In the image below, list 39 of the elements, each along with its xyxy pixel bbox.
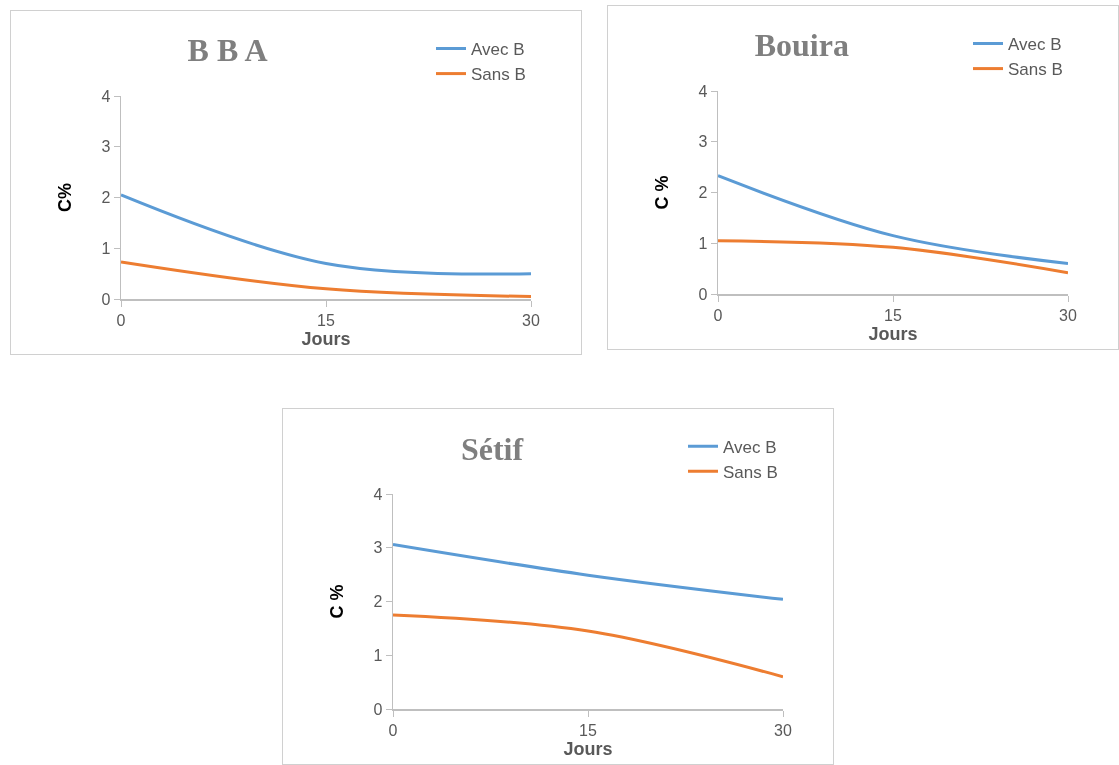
y-tick-label: 4 <box>698 82 708 100</box>
x-tick-label: 15 <box>317 311 335 329</box>
y-tick-label: 0 <box>698 285 708 303</box>
x-tick-label: 30 <box>522 311 540 329</box>
x-axis-title: Jours <box>301 328 351 349</box>
x-tick-label: 15 <box>579 721 597 739</box>
y-tick-label: 1 <box>101 239 111 257</box>
y-tick-label: 3 <box>373 539 383 557</box>
x-tick-label: 0 <box>116 311 126 329</box>
legend-label: Avec B <box>723 437 777 457</box>
y-tick-label: 4 <box>373 485 383 503</box>
y-axis-title: C % <box>651 175 672 210</box>
chart-title: Bouira <box>754 26 849 63</box>
y-tick-label: 3 <box>101 138 111 156</box>
legend-label: Avec B <box>471 40 525 60</box>
x-tick-label: 15 <box>884 306 902 324</box>
x-tick-label: 30 <box>774 721 792 739</box>
y-tick-label: 4 <box>101 87 111 105</box>
chart-title: Sétif <box>460 430 524 467</box>
y-tick-label: 2 <box>373 593 383 611</box>
y-tick-label: 2 <box>101 189 111 207</box>
y-tick-label: 1 <box>698 234 708 252</box>
legend-label: Sans B <box>723 462 778 482</box>
legend-label: Avec B <box>1008 35 1062 55</box>
y-axis-title: C % <box>326 584 347 619</box>
y-tick-label: 2 <box>698 184 708 202</box>
y-tick-label: 0 <box>101 290 111 308</box>
y-tick-label: 0 <box>373 700 383 718</box>
x-tick-label: 0 <box>713 306 723 324</box>
legend-label: Sans B <box>1008 60 1063 80</box>
x-axis-title: Jours <box>563 738 613 759</box>
x-axis-title: Jours <box>868 323 918 344</box>
legend-label: Sans B <box>471 65 526 85</box>
chart-title: B B A <box>187 31 268 68</box>
x-tick-label: 0 <box>388 721 398 739</box>
y-tick-label: 1 <box>373 646 383 664</box>
x-tick-label: 30 <box>1059 306 1077 324</box>
y-axis-title: C% <box>54 182 75 213</box>
y-tick-label: 3 <box>698 133 708 151</box>
